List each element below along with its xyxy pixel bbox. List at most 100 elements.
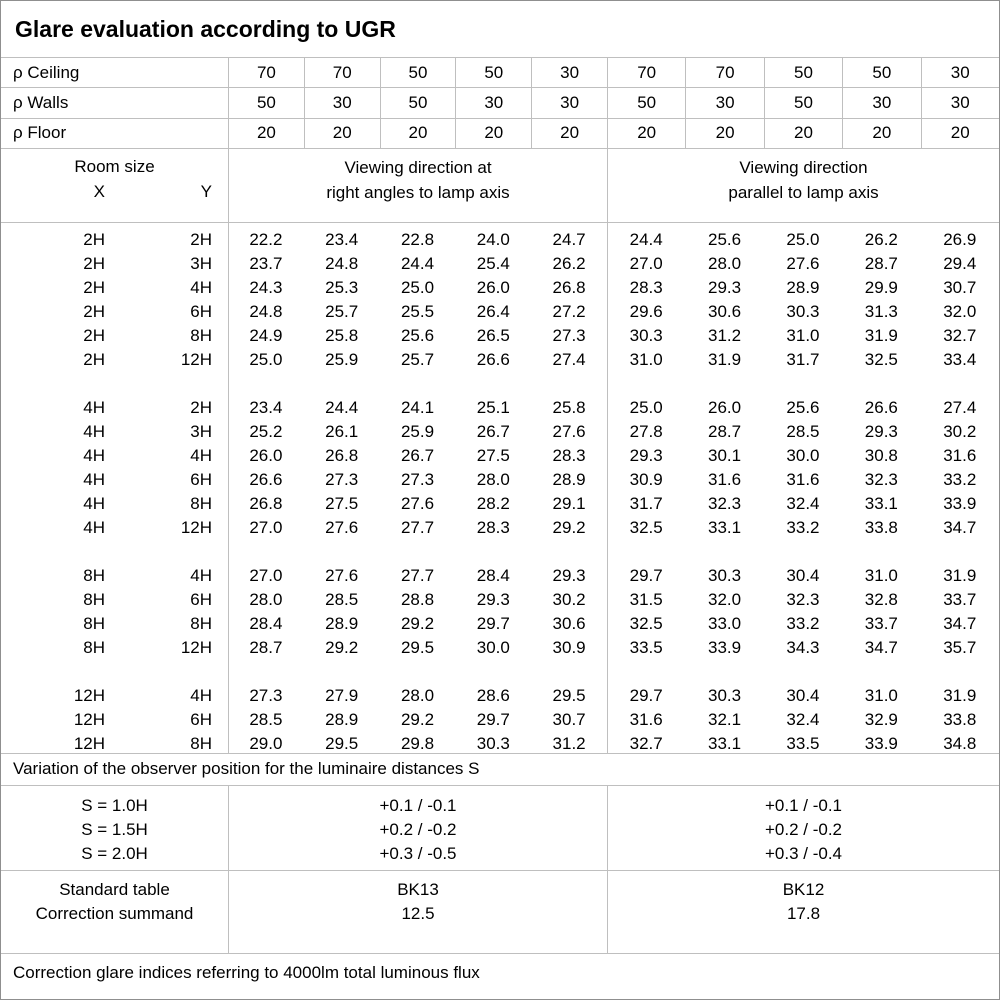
group-spacer (1, 660, 999, 684)
room-x-cell: 4H (83, 421, 105, 441)
ugr-value-cell: 27.3 (249, 685, 283, 705)
ugr-value-cell: 29.0 (249, 733, 283, 753)
ugr-value-cell: 28.8 (400, 589, 435, 609)
table-row: 4H 8H 26.8 27.5 27.6 28.2 29.1 31.7 32.3 32.4 33.1… (1, 492, 999, 516)
right-angle-group-line1: Viewing direction at (344, 157, 492, 177)
ugr-value-cell: 35.7 (943, 637, 977, 657)
ugr-value-cell: 32.3 (708, 493, 742, 513)
ugr-value-cell: 29.3 (708, 277, 742, 297)
surface-row-label: ρ Floor (13, 123, 67, 143)
page-title: Glare evaluation according to UGR (1, 1, 999, 58)
surface-value-cell: 20 (228, 118, 304, 148)
ugr-value-cell: 25.1 (476, 397, 510, 417)
ugr-value-cell: 27.6 (786, 253, 820, 273)
room-x-cell: 4H (83, 493, 105, 513)
parallel-variation: +0.1 / -0.1 +0.2 / -0.2 +0.3 / -0.4 (607, 785, 999, 870)
ugr-value-cell: 28.0 (708, 253, 742, 273)
ugr-value-cell: 28.0 (400, 685, 435, 705)
ugr-value-cell: 27.6 (325, 565, 359, 585)
ugr-value-cell: 31.0 (629, 349, 663, 369)
surface-value-cell: 50 (763, 58, 842, 88)
vertical-divider (228, 222, 229, 753)
ugr-value-cell: 31.2 (552, 733, 586, 753)
correction-summand-label: Correction summand (35, 903, 194, 923)
ugr-value-cell: 31.6 (708, 469, 742, 489)
ugr-value-cell: 30.1 (708, 445, 742, 465)
surface-value-cell: 20 (606, 118, 685, 148)
room-x-cell: 12H (73, 685, 105, 705)
standard-table-label: Standard table (59, 879, 170, 899)
ugr-value-cell: 30.7 (943, 277, 977, 297)
room-y-cell: 12H (180, 349, 212, 369)
ugr-value-cell: 26.8 (249, 493, 283, 513)
ugr-value-cell: 27.0 (629, 253, 663, 273)
ugr-value-cell: 26.6 (864, 397, 898, 417)
ugr-value-cell: 29.5 (552, 685, 586, 705)
ugr-value-cell: 26.8 (325, 445, 359, 465)
ugr-value-cell: 25.0 (786, 229, 820, 249)
ugr-value-cell: 28.3 (629, 277, 663, 297)
s-distance-label: S = 1.0H (81, 795, 148, 815)
surface-value-cell: 30 (920, 58, 999, 88)
room-x-cell: 2H (83, 349, 105, 369)
room-y-cell: 8H (190, 493, 212, 513)
ugr-value-cell: 30.9 (552, 637, 586, 657)
ugr-value-cell: 27.6 (325, 517, 359, 537)
table-header: Room size X Y Viewing direction at right… (1, 148, 999, 223)
ugr-value-cell: 26.0 (476, 277, 510, 297)
surface-value-cell: 50 (606, 88, 685, 118)
ugr-value-cell: 28.2 (476, 493, 510, 513)
surface-value-cell: 70 (228, 58, 304, 88)
ugr-value-cell: 25.6 (708, 229, 742, 249)
ugr-value-cell: 30.3 (629, 325, 663, 345)
surface-value-cell: 30 (531, 58, 607, 88)
ugr-value-cell: 25.6 (786, 397, 820, 417)
ugr-value-cell: 33.5 (629, 637, 663, 657)
ugr-value-cell: 27.0 (249, 517, 283, 537)
ugr-value-cell: 33.9 (708, 637, 742, 657)
surface-row: ρ Ceiling 70 70 50 50 30 70 70 50 50 30 (1, 58, 999, 89)
ugr-value-cell: 28.7 (864, 253, 898, 273)
ugr-value-cell: 26.5 (476, 325, 510, 345)
table-row: 2H 4H 24.3 25.3 25.0 26.0 26.8 28.3 29.3 28.9 29.9… (1, 276, 999, 300)
ugr-value-cell: 31.9 (943, 565, 977, 585)
ugr-value-cell: 26.6 (476, 349, 510, 369)
ugr-value-cell: 30.3 (786, 301, 820, 321)
ugr-value-cell: 31.2 (708, 325, 742, 345)
ugr-value-cell: 33.1 (708, 733, 742, 753)
surface-value-cell: 50 (228, 88, 304, 118)
parallel-standard-table: BK12 (782, 879, 825, 899)
ugr-value-cell: 24.8 (325, 253, 359, 273)
ugr-value-cell: 24.4 (325, 397, 359, 417)
ugr-value-cell: 32.4 (786, 709, 820, 729)
parallel-group-line1: Viewing direction (739, 157, 868, 177)
right-angle-standard-table: BK13 (397, 879, 439, 899)
ugr-value-cell: 29.6 (629, 301, 663, 321)
ugr-value-cell: 33.2 (786, 613, 820, 633)
ugr-value-cell: 22.2 (249, 229, 283, 249)
ugr-value-cell: 33.1 (864, 493, 898, 513)
ugr-value-cell: 28.5 (249, 709, 283, 729)
ugr-value-cell: 32.5 (629, 517, 663, 537)
ugr-value-cell: 27.3 (400, 469, 435, 489)
table-row: 12H 4H 27.3 27.9 28.0 28.6 29.5 29.7 30.3 30.4 31.… (1, 684, 999, 708)
parallel-correction-summand: 17.8 (786, 903, 821, 923)
ugr-value-cell: 25.0 (629, 397, 663, 417)
ugr-value-cell: 31.6 (629, 709, 663, 729)
room-x-cell: 2H (83, 253, 105, 273)
ugr-value-cell: 26.0 (708, 397, 742, 417)
table-row: 8H 4H 27.0 27.6 27.7 28.4 29.3 29.7 30.3 30.4 31.0… (1, 564, 999, 588)
ugr-value-cell: 33.9 (864, 733, 898, 753)
surface-reflectance-section: ρ Ceiling 70 70 50 50 30 70 70 50 50 30 ρ Walls 50 30… (1, 58, 999, 149)
room-y-cell: 8H (190, 613, 212, 633)
ugr-value-cell: 29.4 (943, 253, 977, 273)
ugr-value-cell: 31.7 (629, 493, 663, 513)
surface-value-cell: 30 (685, 88, 763, 118)
table-row: 4H 3H 25.2 26.1 25.9 26.7 27.6 27.8 28.7 28.5 29.3… (1, 420, 999, 444)
ugr-value-cell: 34.7 (864, 637, 898, 657)
surface-value-cell: 20 (763, 118, 842, 148)
ugr-value-cell: 28.5 (325, 589, 359, 609)
summary-section: Standard table Correction summand BK13 1… (1, 870, 999, 954)
ugr-value-cell: 23.4 (325, 229, 359, 249)
room-y-cell: 4H (190, 565, 212, 585)
